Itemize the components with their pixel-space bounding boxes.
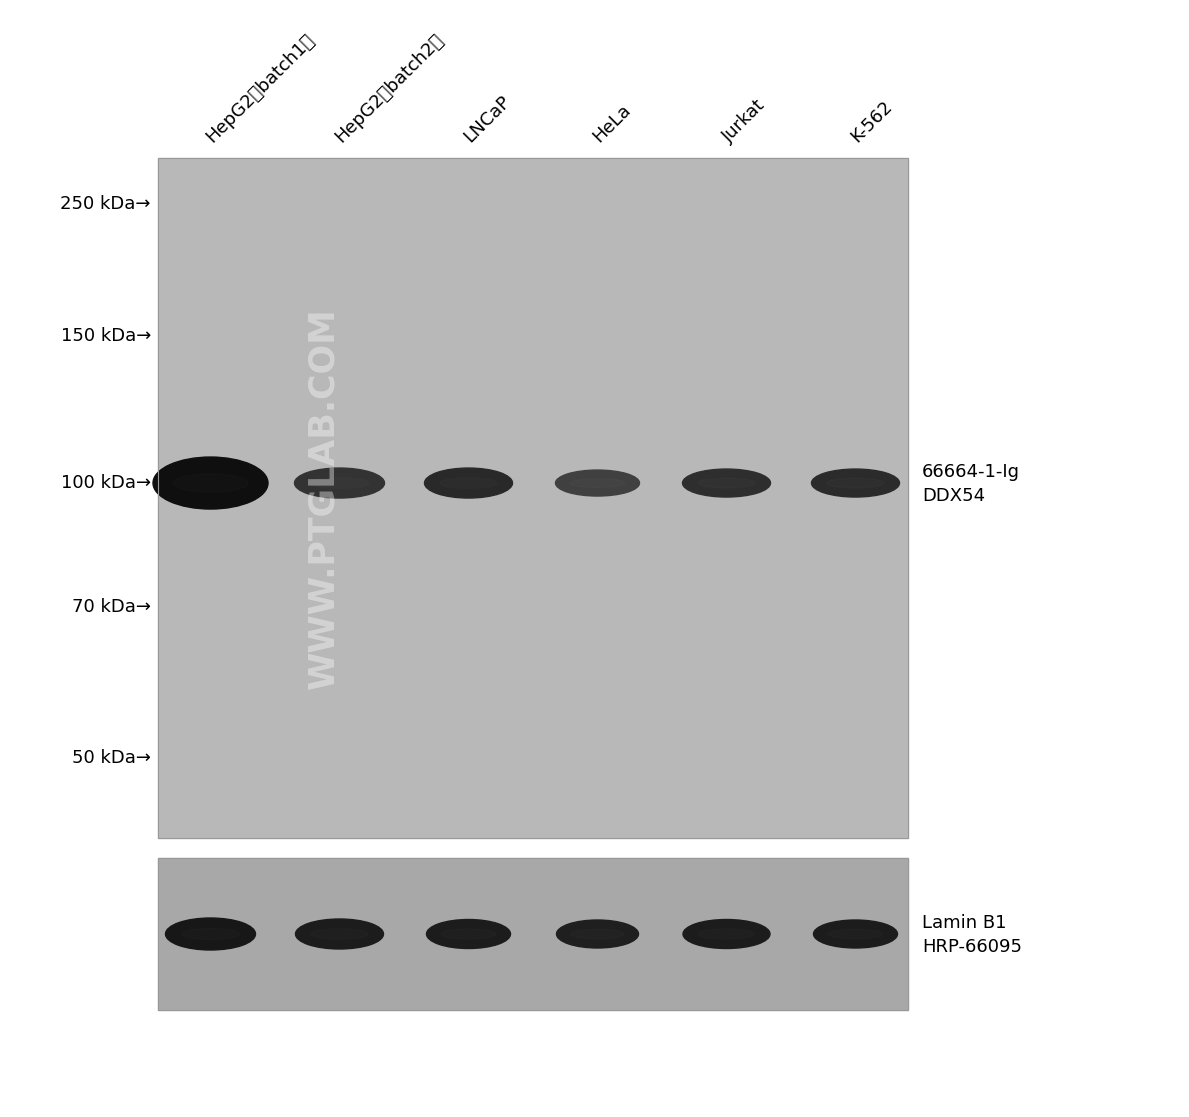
- Ellipse shape: [826, 478, 885, 488]
- Text: Jurkat: Jurkat: [719, 96, 768, 146]
- Ellipse shape: [441, 929, 496, 939]
- Ellipse shape: [440, 478, 497, 488]
- Ellipse shape: [571, 929, 624, 939]
- Bar: [158, 157, 908, 838]
- Text: 66664-1-Ig: 66664-1-Ig: [921, 464, 1020, 481]
- Ellipse shape: [571, 478, 624, 488]
- Ellipse shape: [181, 928, 240, 939]
- Ellipse shape: [295, 468, 384, 498]
- Ellipse shape: [555, 470, 640, 496]
- Ellipse shape: [153, 457, 268, 509]
- Text: WWW.PTGLAB.COM: WWW.PTGLAB.COM: [306, 307, 340, 689]
- Ellipse shape: [698, 478, 755, 488]
- Ellipse shape: [296, 919, 384, 949]
- Text: DDX54: DDX54: [921, 487, 986, 505]
- Ellipse shape: [556, 920, 638, 948]
- Text: HepG2（batch2）: HepG2（batch2）: [332, 30, 447, 146]
- Text: K-562: K-562: [848, 97, 897, 146]
- Ellipse shape: [682, 919, 770, 948]
- Text: 150 kDa→: 150 kDa→: [61, 327, 151, 345]
- Text: LNCaP: LNCaP: [461, 93, 515, 146]
- Text: 250 kDa→: 250 kDa→: [61, 195, 151, 213]
- Ellipse shape: [813, 920, 898, 948]
- Text: Lamin B1: Lamin B1: [921, 914, 1007, 932]
- Text: 70 kDa→: 70 kDa→: [73, 598, 151, 615]
- Text: HeLa: HeLa: [590, 101, 635, 146]
- Ellipse shape: [310, 478, 369, 488]
- Ellipse shape: [812, 469, 900, 497]
- Bar: [158, 858, 908, 1010]
- Text: HRP-66095: HRP-66095: [921, 938, 1023, 956]
- Bar: [158, 157, 908, 838]
- Ellipse shape: [424, 468, 512, 498]
- Ellipse shape: [165, 918, 256, 949]
- Ellipse shape: [174, 474, 247, 493]
- Ellipse shape: [698, 929, 755, 939]
- Ellipse shape: [310, 928, 369, 939]
- Text: 100 kDa→: 100 kDa→: [61, 474, 151, 493]
- Text: HepG2（batch1）: HepG2（batch1）: [203, 30, 319, 146]
- Bar: [158, 858, 908, 1010]
- Text: 50 kDa→: 50 kDa→: [73, 748, 151, 766]
- Ellipse shape: [829, 929, 882, 939]
- Ellipse shape: [682, 469, 770, 497]
- Ellipse shape: [427, 919, 510, 948]
